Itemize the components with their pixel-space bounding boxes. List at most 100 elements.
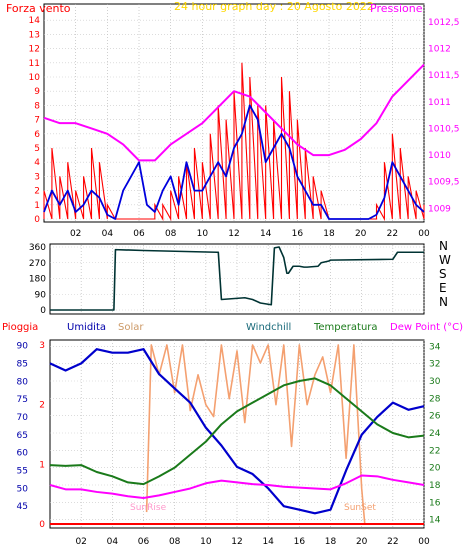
- wind-tick-label: 7: [34, 116, 40, 126]
- humidity-axis-tick-labels: 45 50 55 60 65 70 75 80 85 90: [17, 342, 29, 513]
- wind-tick-label: 2: [34, 187, 40, 197]
- wind-tick-label: 1: [34, 201, 40, 211]
- legend-solar: Solar: [118, 322, 144, 333]
- compass-label: N: [439, 239, 448, 253]
- humidity-tick-label: 85: [17, 359, 28, 369]
- wind-tick-label: 9: [34, 87, 40, 97]
- humidity-time-tick-label: 14: [262, 537, 274, 547]
- wind-time-tick-label: 00: [418, 229, 430, 239]
- humidity-tick-label: 45: [17, 502, 28, 512]
- humidity-time-tick-label: 04: [107, 537, 119, 547]
- wind-tick-label: 8: [34, 101, 40, 111]
- wind-time-tick-label: 22: [387, 229, 398, 239]
- humidity-tick-label: 70: [17, 413, 29, 423]
- humidity-tick-label: 60: [17, 449, 29, 459]
- compass-label: S: [439, 267, 447, 281]
- temperature-tick-label: 24: [429, 429, 441, 439]
- wind-time-tick-label: 20: [355, 229, 367, 239]
- rain-tick-label: 2: [39, 401, 45, 411]
- humidity-series: [49, 348, 425, 515]
- rain-tick-label: 0: [39, 520, 45, 530]
- wind-time-tick-label: 14: [260, 229, 272, 239]
- pressure-series: [43, 63, 425, 162]
- temperature-tick-label: 16: [429, 498, 441, 508]
- humidity-time-tick-label: 02: [75, 537, 86, 547]
- humidity-time-tick-label: 12: [231, 537, 242, 547]
- pressure-tick-label: 1010,5: [428, 124, 460, 134]
- sunset-annotation: SunSet: [344, 503, 376, 513]
- wind-tick-label: 6: [34, 130, 40, 140]
- humidity-tick-label: 65: [17, 431, 28, 441]
- direction-tick-label: 0: [40, 306, 46, 316]
- rain-axis-tick-labels: 0 1 2 3: [39, 341, 45, 530]
- temperature-axis-tick-labels: 14 16 18 20 22 24 26 28 30 32 34: [429, 342, 441, 525]
- wind-tick-label: 4: [34, 158, 40, 168]
- humidity-time-tick-label: 18: [325, 537, 337, 547]
- humidity-tick-label: 50: [17, 484, 29, 494]
- pressure-tick-label: 1011,5: [428, 71, 460, 81]
- wind-tick-label: 13: [29, 30, 40, 40]
- wind-time-tick-label: 12: [228, 229, 239, 239]
- temperature-tick-label: 14: [429, 516, 441, 526]
- temperature-series: [49, 377, 425, 486]
- direction-tick-label: 270: [29, 259, 46, 269]
- wind-time-tick-label: 04: [102, 229, 114, 239]
- wind-time-tick-label: 10: [197, 229, 209, 239]
- wind-tick-label: 10: [29, 73, 41, 83]
- pressure-axis-tick-labels: 1009 1009,5 1010 1010,5 1011 1011,5 1012 1012,5: [428, 18, 460, 214]
- wind-time-tick-labels: 02 04 06 08 10 12 14 16 18 20 22 00: [70, 229, 430, 239]
- legend-pioggia: Pioggia: [2, 322, 38, 333]
- direction-gridlines: [50, 245, 425, 313]
- humidity-time-tick-label: 00: [418, 537, 430, 547]
- direction-tick-label: 360: [29, 243, 46, 253]
- humidity-temperature-series: [49, 344, 425, 525]
- pressure-tick-label: 1012,5: [428, 18, 460, 28]
- wind-axis-label: Forza vento: [6, 2, 71, 15]
- legend-dew-point: Dew Point (°C): [390, 322, 463, 333]
- wind-pressure-series: [43, 62, 425, 222]
- humidity-time-tick-labels: 02 04 06 08 10 12 14 16 18 20 22 00: [75, 537, 430, 547]
- rain-tick-label: 1: [39, 460, 45, 470]
- compass-label: N: [439, 295, 448, 309]
- wind-tick-label: 14: [29, 16, 41, 26]
- wind-time-tick-label: 16: [292, 229, 304, 239]
- legend-temperatura: Temperatura: [313, 322, 378, 333]
- pressure-tick-label: 1009,5: [428, 178, 460, 188]
- humidity-tick-label: 90: [17, 342, 29, 352]
- temperature-tick-label: 20: [429, 464, 441, 474]
- temperature-tick-label: 30: [429, 377, 441, 387]
- humidity-time-tick-label: 20: [356, 537, 368, 547]
- direction-series: [50, 246, 424, 311]
- humidity-tick-label: 75: [17, 395, 28, 405]
- temperature-tick-label: 22: [429, 446, 440, 456]
- pressure-axis-label: Pressione: [370, 2, 423, 15]
- pressure-tick-label: 1012: [428, 45, 451, 55]
- humidity-time-tick-label: 22: [387, 537, 398, 547]
- dewpoint-series: [49, 474, 425, 499]
- temperature-tick-label: 34: [429, 342, 441, 352]
- sunrise-annotation: SunRise: [130, 503, 167, 513]
- temperature-tick-label: 32: [429, 360, 440, 370]
- wind-time-tick-label: 08: [165, 229, 177, 239]
- wind-tick-label: 0: [34, 215, 40, 225]
- rain-tick-label: 3: [39, 341, 45, 351]
- temperature-tick-label: 28: [429, 394, 441, 404]
- pressure-tick-label: 1011: [428, 98, 451, 108]
- humidity-time-tick-label: 06: [138, 537, 150, 547]
- direction-tick-label: 90: [35, 290, 47, 300]
- direction-axis-tick-labels: 0 90 180 270 360: [29, 243, 46, 316]
- wind-time-tick-label: 18: [323, 229, 335, 239]
- compass-label: E: [439, 281, 447, 295]
- pressure-tick-label: 1010: [428, 151, 451, 161]
- temperature-tick-label: 26: [429, 412, 441, 422]
- wind-direction-series: [50, 246, 424, 311]
- humidity-time-tick-label: 08: [169, 537, 181, 547]
- wind-tick-label: 11: [29, 59, 40, 69]
- solar-series: [145, 344, 366, 525]
- temperature-tick-label: 18: [429, 481, 441, 491]
- humidity-tick-label: 55: [17, 466, 28, 476]
- compass-label: W: [439, 253, 451, 267]
